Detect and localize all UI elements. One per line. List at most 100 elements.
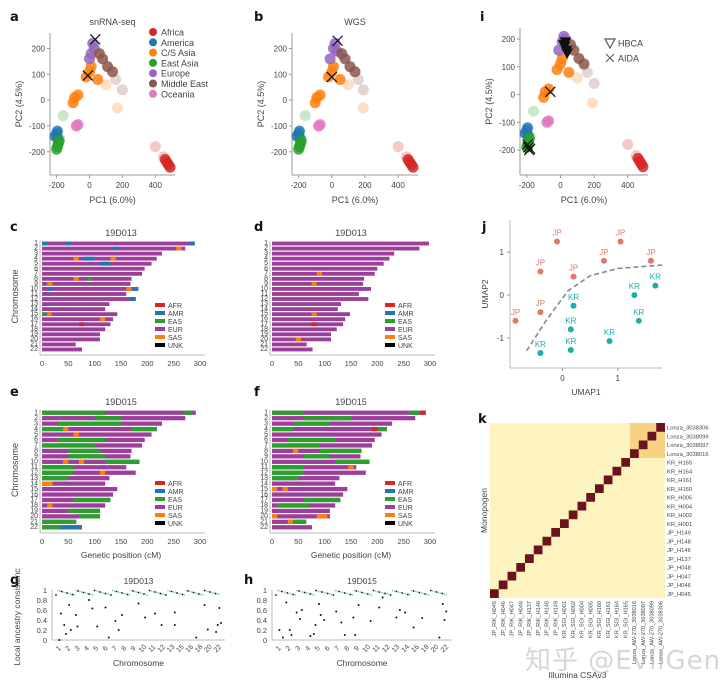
heatmap-row-label: Lonza_3038306 [667, 426, 709, 432]
ancestry-segment-sas [348, 465, 354, 470]
legend-label: SAS [398, 513, 412, 520]
ancestry-segment-sas [295, 337, 301, 342]
x-tick-label: -200 [291, 181, 308, 190]
chromosome-label: 16 [30, 316, 38, 323]
chromosome-label: 11 [261, 464, 268, 471]
consistency-point [381, 596, 384, 599]
legend-label: AFR [398, 481, 412, 488]
data-point-c-s-asia [543, 83, 555, 95]
umap-point-label: JP [536, 299, 545, 308]
legend-label: AMR [398, 489, 414, 496]
data-point-east-asia [296, 133, 308, 145]
legend-label: AFR [168, 481, 182, 488]
heatmap-col-label: JP_RIK_H149 [553, 601, 559, 636]
consistency-point [64, 591, 67, 594]
ancestry-segment-amr [113, 246, 119, 251]
ancestry-segment-sas [293, 448, 299, 454]
chromosome-label: 9 [264, 280, 268, 287]
consistency-point [406, 593, 409, 596]
consistency-point [343, 634, 346, 636]
consistency-point [62, 591, 65, 593]
x-tick-label: 250 [167, 359, 180, 368]
consistency-point [190, 591, 193, 593]
data-point-c-s-asia [314, 89, 326, 101]
chromosome-label: 2 [34, 415, 38, 422]
x-tick-label: 7 [111, 645, 119, 653]
x-tick-label: 15 [175, 644, 186, 655]
data-point-c-s-asia [92, 73, 104, 85]
consistency-point [74, 614, 77, 616]
ancestry-segment-eas [57, 421, 121, 426]
x-tick-label: 50 [64, 537, 72, 546]
heatmap-cell-diagonal [568, 510, 578, 520]
x-tick-label: -200 [519, 181, 536, 190]
umap-point-jp [512, 317, 519, 324]
data-point-middle-east [578, 58, 590, 70]
data-point-c-s-asia [571, 72, 583, 84]
x-tick-label: 150 [345, 359, 358, 368]
consistency-point [64, 633, 67, 635]
consistency-point [286, 592, 289, 594]
x-tick-label: 1 [55, 645, 63, 653]
x-tick-label: 50 [64, 359, 72, 368]
consistency-point [82, 591, 85, 594]
legend-swatch-amr [155, 311, 165, 315]
consistency-point [290, 634, 293, 636]
consistency-point [380, 591, 383, 594]
consistency-point [207, 590, 210, 593]
panel-label-j: j [482, 220, 487, 235]
ancestry-segment-eas [303, 416, 351, 421]
umap-point-label: JP [536, 258, 545, 267]
chromosome-label: 4 [264, 255, 268, 262]
legend-swatch-unk [385, 521, 395, 525]
x-marker [524, 143, 536, 155]
heatmap-row-label: JP_H047 [667, 574, 691, 580]
chromosome-bar [272, 332, 331, 337]
ancestry-segment-amr [128, 297, 136, 301]
consistency-point [76, 625, 79, 628]
y-tick-label: 0.6 [37, 606, 47, 615]
legend-label: SAS [168, 335, 182, 342]
heatmap-col-label: KR_SGI_H161 [606, 601, 612, 638]
chromosome-label: 13 [30, 475, 38, 482]
x-tick-label: 200 [141, 537, 154, 546]
ancestry-segment-sas [73, 432, 79, 437]
umap-point-kr [537, 349, 544, 356]
chromosome-label: 7 [264, 442, 268, 449]
consistency-point [378, 606, 381, 609]
y-tick-label: 100 [502, 63, 516, 72]
consistency-point [354, 634, 357, 636]
data-point-c-s-asia [556, 53, 568, 65]
consistency-point [216, 624, 219, 626]
panel-label-b: b [254, 10, 264, 25]
x-tick-label: 300 [194, 537, 207, 546]
heatmap-cell-diagonal [656, 423, 665, 432]
umap-point-kr [635, 317, 642, 324]
x-tick-label: 300 [424, 537, 437, 546]
consistency-point [168, 590, 171, 592]
data-point-c-s-asia [357, 102, 369, 114]
x-axis-label: PC1 (6.0%) [332, 195, 379, 205]
consistency-point [437, 591, 440, 594]
ancestry-segment-eas [335, 459, 370, 464]
x-marker [332, 35, 344, 47]
y-tick-label: -100 [499, 118, 516, 127]
x-tick-label: 250 [167, 537, 180, 546]
ancestry-segment-eas [86, 276, 93, 281]
y-axis-label: Monopogen [479, 488, 489, 533]
consistency-point [438, 636, 441, 639]
chromosome-label: 11 [31, 291, 38, 298]
consistency-point [106, 593, 109, 595]
y-tick-label: 0.4 [257, 616, 267, 625]
umap-point-label: KR [568, 293, 579, 302]
consistency-point [369, 620, 372, 622]
consistency-point [75, 589, 78, 592]
x-tick-label: 250 [397, 359, 410, 368]
consistency-point [100, 591, 103, 594]
chromosome-bar [42, 271, 143, 276]
pca-plot-hbca-aida: -200 0 200 400 -200 -100 0 100 200 PC1 (6.0%) PC2 … [484, 28, 649, 205]
ancestry-segment-eas [131, 426, 157, 432]
consistency-point [355, 590, 358, 592]
data-point-america [522, 122, 534, 134]
heatmap-col-label: Lonza_AW-270_3038016 [632, 601, 638, 664]
